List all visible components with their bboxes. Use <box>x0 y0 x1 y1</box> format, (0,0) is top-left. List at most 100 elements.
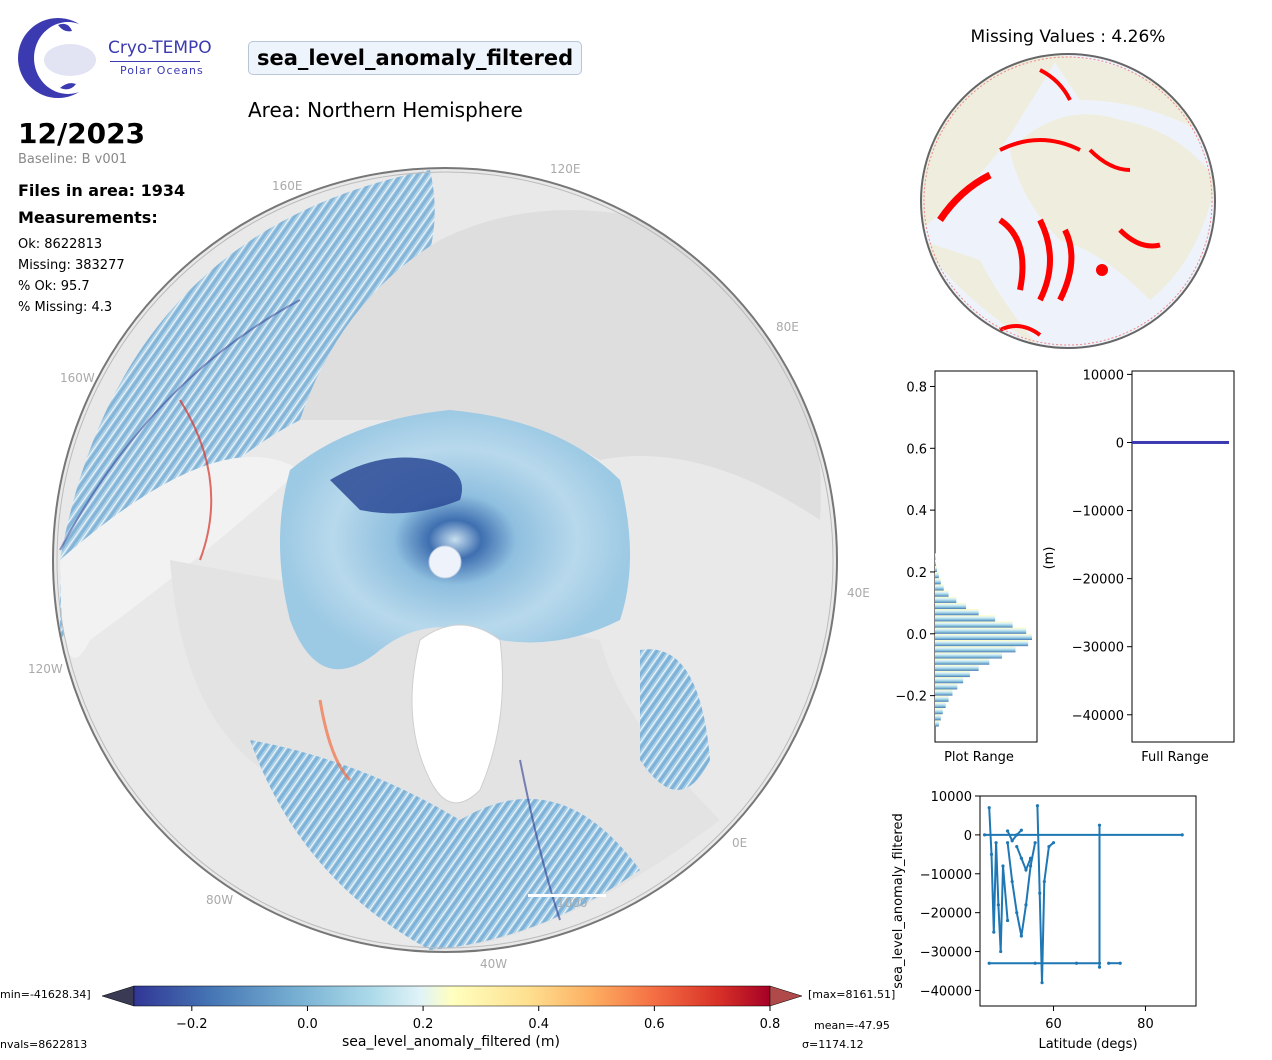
plot-range-ytick-label: 0.6 <box>906 442 927 457</box>
scatter-point <box>1015 911 1019 915</box>
scatter-point <box>987 806 991 810</box>
plot-range-bar <box>935 720 939 727</box>
plot-range-bar <box>935 590 949 597</box>
scatter-xlabel: Latitude (degs) <box>1038 1037 1137 1052</box>
area-label: Area: Northern Hemisphere <box>248 98 523 122</box>
stat-missing: Missing: 383277 <box>18 258 125 273</box>
scatter-point <box>1028 856 1033 860</box>
plot-range-bar <box>935 664 979 671</box>
scatter-point <box>1097 965 1102 969</box>
plot-range-bar <box>935 571 939 579</box>
grid-label-0e: 0E <box>732 836 747 850</box>
grid-label-120w: 120W <box>28 662 63 676</box>
scatter-point <box>992 930 996 934</box>
colorbar-tick-label: −0.2 <box>176 1017 208 1032</box>
scatter-point <box>1074 961 1079 965</box>
scatter-point <box>1051 841 1056 845</box>
grid-label-160w: 160W <box>60 371 95 385</box>
full-range-histogram: 10000 0 −10000 −20000 −30000 −40000 Full Rang… <box>1042 368 1235 765</box>
plot-range-bar <box>935 707 943 715</box>
plot-range-bar <box>935 652 1002 659</box>
scatter-ytick-label: −20000 <box>920 907 972 922</box>
full-range-bar <box>1132 440 1229 444</box>
scatter-series <box>1015 846 1032 873</box>
plot-range-bar <box>935 633 1032 640</box>
scatter-point <box>1010 839 1014 843</box>
grid-label-120e: 120E <box>550 162 581 176</box>
colorbar-tick-label: 0.6 <box>644 1017 665 1032</box>
plot-range-bar <box>935 639 1029 647</box>
plot-range-bar <box>935 627 1027 634</box>
plot-range-bar <box>935 714 941 721</box>
date-label: 12/2023 <box>18 117 146 150</box>
cryo-tempo-logo <box>18 18 102 98</box>
files-in-area: Files in area: 1934 <box>18 181 186 200</box>
scatter-point <box>996 903 1000 907</box>
scatter-point <box>1047 844 1051 849</box>
plot-range-bar <box>935 683 958 690</box>
scatter-point <box>1010 879 1014 884</box>
scatter-ytick-label: −10000 <box>920 868 972 883</box>
scatter-series <box>988 807 1009 952</box>
missing-values-map <box>920 53 1216 349</box>
scatter-point <box>1028 864 1033 868</box>
stat-ok: Ok: 8622813 <box>18 237 103 252</box>
scatter-point <box>1180 833 1184 837</box>
colorbar-mean-text: mean=-47.95 <box>814 1019 890 1032</box>
scatter-point <box>1019 828 1023 832</box>
scatter-point <box>1005 829 1010 833</box>
full-range-ylabel: (m) <box>1042 547 1057 570</box>
scatter-point <box>1024 903 1028 907</box>
plot-range-bar <box>935 602 967 610</box>
plot-range-bar <box>935 658 990 665</box>
measurements-heading: Measurements: <box>18 208 158 227</box>
grid-label-160e: 160E <box>272 179 303 193</box>
scatter-ytick-label: 0 <box>964 829 972 844</box>
full-range-ytick-label: 10000 <box>1083 368 1124 383</box>
colorbar-tick-label: 0.0 <box>297 1017 318 1032</box>
missing-values-title: Missing Values : 4.26% <box>970 27 1166 47</box>
colorbar: −0.2 0.0 0.2 0.4 0.6 0.8 <box>101 985 803 1032</box>
logo-divider <box>110 61 200 62</box>
plot-range-histogram: −0.2 0.0 0.2 0.4 0.6 0.8 Plot Range <box>895 370 1038 765</box>
main-polar-map: 1000 120E 160E 80E 160W 40E 120W 0E 80W … <box>28 162 870 971</box>
scatter-point <box>982 833 987 837</box>
grid-label-80e: 80E <box>776 320 799 334</box>
logo-title: Cryo-TEMPO <box>108 38 212 58</box>
scatter-point <box>1019 934 1023 938</box>
scatter-point <box>1001 864 1005 868</box>
scatter-point <box>999 949 1003 954</box>
colorbar-tick-label: 0.2 <box>413 1017 434 1032</box>
full-range-ytick-label: −20000 <box>1072 573 1124 588</box>
colorbar-sigma-text: σ=1174.12 <box>802 1038 864 1051</box>
scatter-point <box>1097 823 1102 827</box>
scale-bar-label: 1000 <box>557 896 588 910</box>
scatter-ylabel: sea_level_anomaly_filtered <box>891 813 906 988</box>
scatter-ytick-label: −40000 <box>920 984 972 999</box>
plot-range-bar <box>935 646 1016 653</box>
full-range-ytick-label: 0 <box>1116 436 1124 451</box>
colorbar-tick-label: 0.8 <box>760 1017 781 1032</box>
plot-range-bar <box>935 621 1013 628</box>
colorbar-tick-label: 0.4 <box>528 1017 549 1032</box>
scatter-point <box>989 852 994 856</box>
scatter-ytick-label: −30000 <box>920 946 972 961</box>
scatter-point <box>1024 868 1028 872</box>
plot-range-bar <box>935 596 957 603</box>
scatter-point <box>1005 841 1010 845</box>
colorbar-nvals-text: nvals=8622813 <box>0 1038 88 1051</box>
plot-range-bar <box>935 670 970 678</box>
colorbar-max-text: [max=8161.51] <box>808 988 896 1001</box>
scatter-point <box>1118 961 1122 965</box>
plot-range-ytick-label: 0.2 <box>906 566 927 581</box>
full-range-ytick-label: −10000 <box>1072 505 1124 520</box>
scatter-point <box>1015 844 1019 849</box>
plot-range-bar <box>935 609 979 616</box>
scatter-point <box>1005 918 1010 923</box>
scatter-point <box>1015 833 1019 837</box>
plot-range-ytick-label: −0.2 <box>895 690 927 705</box>
scatter-point <box>1019 856 1023 860</box>
scatter-point <box>994 841 998 845</box>
scatter-point <box>1107 961 1111 965</box>
plot-range-xlabel: Plot Range <box>944 750 1014 765</box>
